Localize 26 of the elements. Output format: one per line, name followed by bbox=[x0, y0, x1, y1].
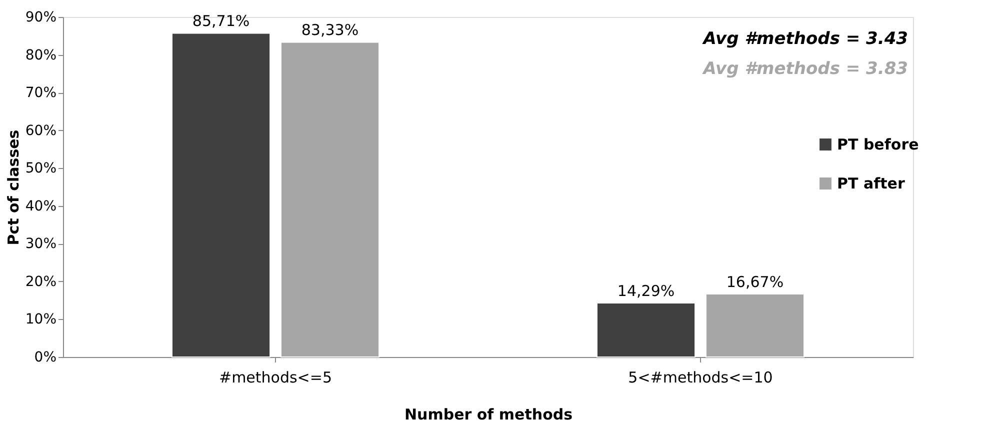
y-tick-label: 0% bbox=[34, 350, 56, 366]
bar bbox=[705, 294, 805, 358]
bar bbox=[171, 32, 271, 358]
y-tick-label: 80% bbox=[25, 47, 56, 64]
bar bbox=[280, 42, 380, 358]
y-tick-label: 60% bbox=[25, 122, 56, 139]
annotation: Avg #methods = 3.83 bbox=[701, 59, 908, 79]
y-tick-label: 50% bbox=[25, 160, 56, 177]
legend-label: PT after bbox=[837, 174, 906, 192]
y-axis-title: Pct of classes bbox=[4, 130, 22, 246]
data-label: 14,29% bbox=[617, 282, 675, 300]
x-tick-label: #methods<=5 bbox=[219, 368, 332, 386]
y-tick-label: 20% bbox=[25, 274, 56, 290]
data-label: 83,33% bbox=[301, 21, 359, 40]
x-axis-title: Number of methods bbox=[404, 406, 573, 424]
annotation: Avg #methods = 3.43 bbox=[701, 29, 908, 49]
legend-label: PT before bbox=[837, 136, 919, 154]
y-tick-label: 70% bbox=[25, 85, 56, 102]
y-tick-label: 90% bbox=[25, 10, 56, 26]
x-tick-label: 5<#methods<=10 bbox=[628, 368, 773, 386]
bar bbox=[596, 302, 696, 358]
y-tick-label: 40% bbox=[25, 198, 56, 214]
y-tick-label: 10% bbox=[25, 312, 56, 328]
y-tick-label: 30% bbox=[25, 236, 56, 252]
data-label: 85,71% bbox=[192, 12, 250, 30]
data-label: 16,67% bbox=[726, 273, 784, 292]
